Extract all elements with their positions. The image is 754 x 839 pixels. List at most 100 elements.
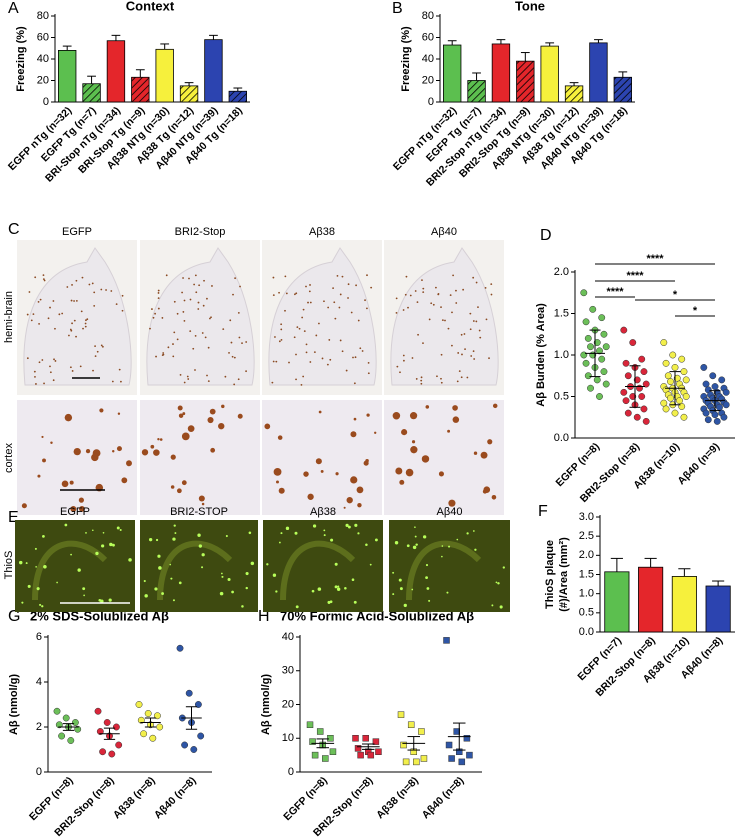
plaque bbox=[366, 307, 368, 310]
plaque bbox=[99, 408, 104, 413]
plaque bbox=[232, 293, 234, 296]
plaque bbox=[245, 571, 249, 576]
plaque bbox=[42, 534, 45, 538]
y-tick-label: 0 bbox=[36, 766, 42, 778]
plaque bbox=[111, 380, 114, 383]
plaque bbox=[197, 308, 200, 310]
plaque bbox=[309, 284, 311, 286]
plaque bbox=[237, 311, 240, 314]
plaque bbox=[82, 327, 84, 330]
plaque bbox=[438, 471, 444, 477]
data-point bbox=[62, 714, 70, 722]
significance-label: * bbox=[673, 289, 678, 301]
data-point bbox=[74, 725, 82, 733]
data-point bbox=[702, 409, 710, 417]
data-point bbox=[678, 403, 686, 410]
data-point bbox=[676, 397, 683, 405]
data-point bbox=[153, 712, 161, 720]
plaque bbox=[231, 590, 234, 594]
plaque bbox=[91, 282, 94, 285]
plaque bbox=[357, 532, 360, 535]
data-point bbox=[112, 723, 120, 731]
data-point bbox=[587, 343, 594, 351]
data-point bbox=[582, 359, 590, 367]
plaque bbox=[195, 291, 198, 294]
plaque bbox=[105, 289, 107, 291]
plaque bbox=[399, 479, 405, 485]
plaque bbox=[207, 346, 210, 349]
plaque bbox=[464, 348, 466, 351]
plaque bbox=[228, 351, 230, 354]
plaque bbox=[41, 435, 44, 439]
plaque bbox=[436, 375, 438, 378]
plaque bbox=[115, 303, 118, 305]
plaque bbox=[85, 449, 91, 454]
plaque bbox=[420, 379, 423, 382]
plaque bbox=[333, 301, 336, 304]
plaque bbox=[475, 281, 478, 284]
plaque bbox=[410, 446, 418, 454]
plaque bbox=[167, 346, 170, 349]
y-tick-label: 0.5 bbox=[579, 607, 594, 619]
data-point bbox=[662, 405, 670, 413]
plaque bbox=[363, 460, 369, 466]
plaque bbox=[479, 336, 482, 339]
data-point bbox=[638, 393, 646, 400]
bar bbox=[638, 566, 664, 633]
plaque bbox=[449, 294, 452, 297]
plaque bbox=[70, 506, 77, 512]
data-point bbox=[589, 305, 597, 313]
plaque bbox=[409, 294, 412, 297]
data-point bbox=[413, 758, 420, 766]
plaque bbox=[421, 279, 423, 282]
data-point bbox=[584, 334, 592, 342]
plaque bbox=[100, 288, 103, 291]
plaque bbox=[193, 283, 196, 286]
plaque bbox=[295, 378, 297, 381]
plaque bbox=[351, 578, 355, 582]
plaque bbox=[487, 439, 493, 445]
plaque bbox=[41, 605, 44, 608]
plaque bbox=[288, 361, 290, 364]
plaque bbox=[374, 431, 377, 434]
plaque bbox=[201, 566, 204, 569]
plaque bbox=[466, 376, 469, 379]
data-point bbox=[329, 748, 337, 755]
y-tick-label: 0.0 bbox=[554, 432, 569, 444]
plaque bbox=[112, 543, 115, 547]
plaque bbox=[187, 378, 190, 380]
y-tick-label: 0 bbox=[428, 96, 434, 108]
plaque bbox=[440, 306, 442, 309]
plaque bbox=[412, 545, 417, 550]
plaque bbox=[161, 592, 164, 595]
data-point bbox=[713, 417, 721, 425]
y-tick-label: 40 bbox=[282, 631, 294, 643]
plaque bbox=[172, 599, 175, 602]
plaque bbox=[178, 581, 182, 585]
x-tick-label: BRI2-Stop (n=8) bbox=[593, 635, 657, 699]
plaque bbox=[402, 309, 405, 311]
data-point bbox=[103, 719, 111, 726]
plaque bbox=[463, 333, 466, 335]
data-point bbox=[633, 376, 641, 384]
panel-letter: C bbox=[8, 221, 20, 238]
plaque bbox=[165, 274, 168, 277]
plaque bbox=[315, 334, 318, 337]
plaque bbox=[491, 494, 497, 500]
plaque bbox=[221, 572, 223, 575]
plaque bbox=[284, 309, 286, 312]
plaque bbox=[52, 379, 55, 382]
plaque bbox=[61, 480, 69, 488]
plaque bbox=[350, 431, 357, 438]
bar bbox=[204, 39, 223, 103]
plaque bbox=[95, 551, 99, 556]
plaque bbox=[295, 353, 297, 356]
data-point bbox=[67, 737, 75, 744]
plaque bbox=[92, 369, 94, 372]
plaque bbox=[34, 547, 37, 550]
plaque bbox=[403, 359, 405, 362]
plaque bbox=[460, 376, 463, 379]
plaque bbox=[117, 412, 121, 415]
column-label: EGFP bbox=[60, 506, 90, 518]
plaque bbox=[178, 413, 184, 418]
